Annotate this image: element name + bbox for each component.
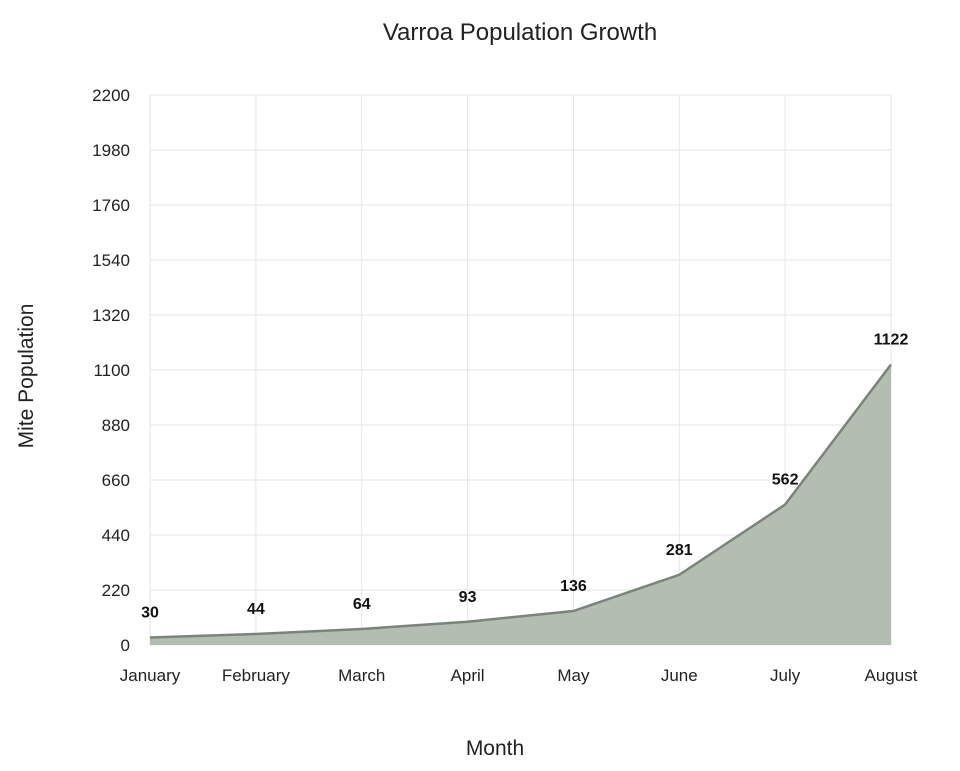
data-label: 281 bbox=[666, 542, 693, 559]
y-tick-label: 0 bbox=[121, 636, 130, 655]
data-label: 93 bbox=[459, 589, 477, 606]
plot-area bbox=[149, 363, 892, 645]
y-axis-title: Mite Population bbox=[15, 304, 38, 449]
data-label: 1122 bbox=[874, 332, 909, 349]
y-tick-label: 220 bbox=[102, 581, 130, 600]
x-axis-ticks: January February March April May June July Augu… bbox=[120, 666, 918, 685]
grid bbox=[149, 94, 892, 646]
data-label: 136 bbox=[560, 578, 587, 595]
x-axis-title: Month bbox=[466, 737, 524, 760]
y-tick-label: 440 bbox=[102, 526, 130, 545]
x-tick-label: February bbox=[222, 666, 291, 685]
data-labels: 30 44 64 93 136 281 562 1122 bbox=[141, 332, 908, 622]
y-tick-label: 660 bbox=[102, 471, 130, 490]
y-tick-label: 1760 bbox=[92, 196, 130, 215]
y-tick-label: 2200 bbox=[92, 86, 130, 105]
data-label: 64 bbox=[353, 596, 371, 613]
y-tick-label: 1320 bbox=[92, 306, 130, 325]
series-line bbox=[149, 363, 892, 639]
x-tick-label: January bbox=[120, 666, 181, 685]
x-tick-label: June bbox=[661, 666, 698, 685]
x-tick-label: July bbox=[770, 666, 801, 685]
y-tick-label: 880 bbox=[102, 416, 130, 435]
y-tick-label: 1980 bbox=[92, 141, 130, 160]
x-tick-label: August bbox=[865, 666, 918, 685]
data-label: 44 bbox=[247, 601, 265, 618]
y-axis-ticks: 0 220 440 660 880 1100 1320 1540 1760 1980 2200 bbox=[92, 86, 130, 655]
y-tick-label: 1540 bbox=[92, 251, 130, 270]
area-fill bbox=[150, 364, 891, 645]
data-label: 30 bbox=[141, 605, 159, 622]
x-tick-label: April bbox=[451, 666, 485, 685]
data-label: 562 bbox=[772, 472, 799, 489]
x-tick-label: May bbox=[557, 666, 590, 685]
y-tick-label: 1100 bbox=[93, 361, 130, 380]
x-tick-label: March bbox=[338, 666, 385, 685]
chart-title: Varroa Population Growth bbox=[383, 19, 657, 46]
